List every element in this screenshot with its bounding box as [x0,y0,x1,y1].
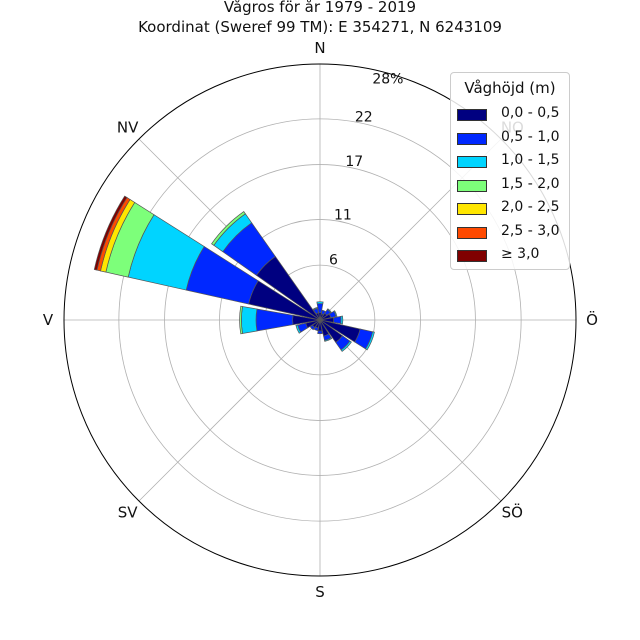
legend-item: ≥ 3,0 [457,246,567,266]
legend-item: 0,0 - 0,5 [457,105,567,125]
polar-grid [63,63,577,577]
radial-tick-label: 11 [334,208,352,224]
rose-bar-segment [295,324,302,334]
rose-bar-segment [320,309,326,316]
radial-tick-label: 17 [345,154,363,170]
rose-bar-segment [93,195,128,271]
legend-label: 0,0 - 0,5 [501,105,560,121]
rose-bar-segment [340,315,344,325]
legend-title: Våghöjd (m) [464,79,556,97]
rose-bar-segment [241,306,258,334]
direction-label: Ö [586,310,598,329]
legend-swatch [457,156,487,168]
direction-label: NV [117,119,139,137]
legend-item: 0,5 - 1,0 [457,129,567,149]
rose-bars [93,195,375,352]
chart-title: Vågros för år 1979 - 2019 [223,0,417,16]
direction-label: V [43,311,54,329]
legend-swatch [457,132,487,145]
chart-subtitle: Koordinat (Sweref 99 TM): E 354271, N 62… [138,18,502,36]
legend-label: 2,5 - 3,0 [501,222,560,239]
rose-bar-segment [316,301,324,305]
outer-ring [63,63,577,577]
rose-bar-segment [365,331,375,351]
rose-bar-segment [313,326,319,332]
rose-bar-segment [326,308,332,314]
radial-max-label: 28% [372,72,403,88]
rose-bar-segment [309,324,316,331]
direction-label: N [314,39,325,57]
radial-tick-label: 6 [329,252,338,268]
rose-bar-segment [317,330,323,335]
legend-label: 1,0 - 1,5 [501,152,560,168]
rose-bar-segment [324,337,333,342]
rose-bar-segment [333,315,342,325]
legend-label: 1,5 - 2,0 [501,175,560,192]
direction-label: SÖ [502,502,523,521]
rose-bar-segment [211,211,246,246]
legend-item: 2,0 - 2,5 [457,199,567,219]
rose-bar-segment [239,305,243,335]
legend-label: ≥ 3,0 [501,246,540,262]
direction-label: S [315,583,325,601]
legend-item: 1,0 - 1,5 [457,152,567,172]
rose-bar-segment [333,310,338,317]
legend: Våghöjd (m) 0,0 - 0,5 0,5 - 1,0 1,0 - 1,5 1… [450,72,570,270]
legend-swatch [457,109,487,121]
legend-swatch [457,203,487,215]
angular-grid-line [319,319,502,502]
legend-label: 2,0 - 2,5 [501,199,560,215]
legend-label: 0,5 - 1,0 [501,128,560,145]
legend-swatch [457,226,487,239]
angular-grid-line [138,319,321,502]
legend-swatch [457,179,487,192]
rose-bar-segment [312,307,318,311]
legend-item: 1,5 - 2,0 [457,176,567,196]
rose-bar-segment [340,340,352,352]
direction-label: SV [118,503,139,521]
radial-tick-label: 22 [355,109,373,125]
legend-item: 2,5 - 3,0 [457,223,567,243]
legend-swatch [457,250,487,262]
